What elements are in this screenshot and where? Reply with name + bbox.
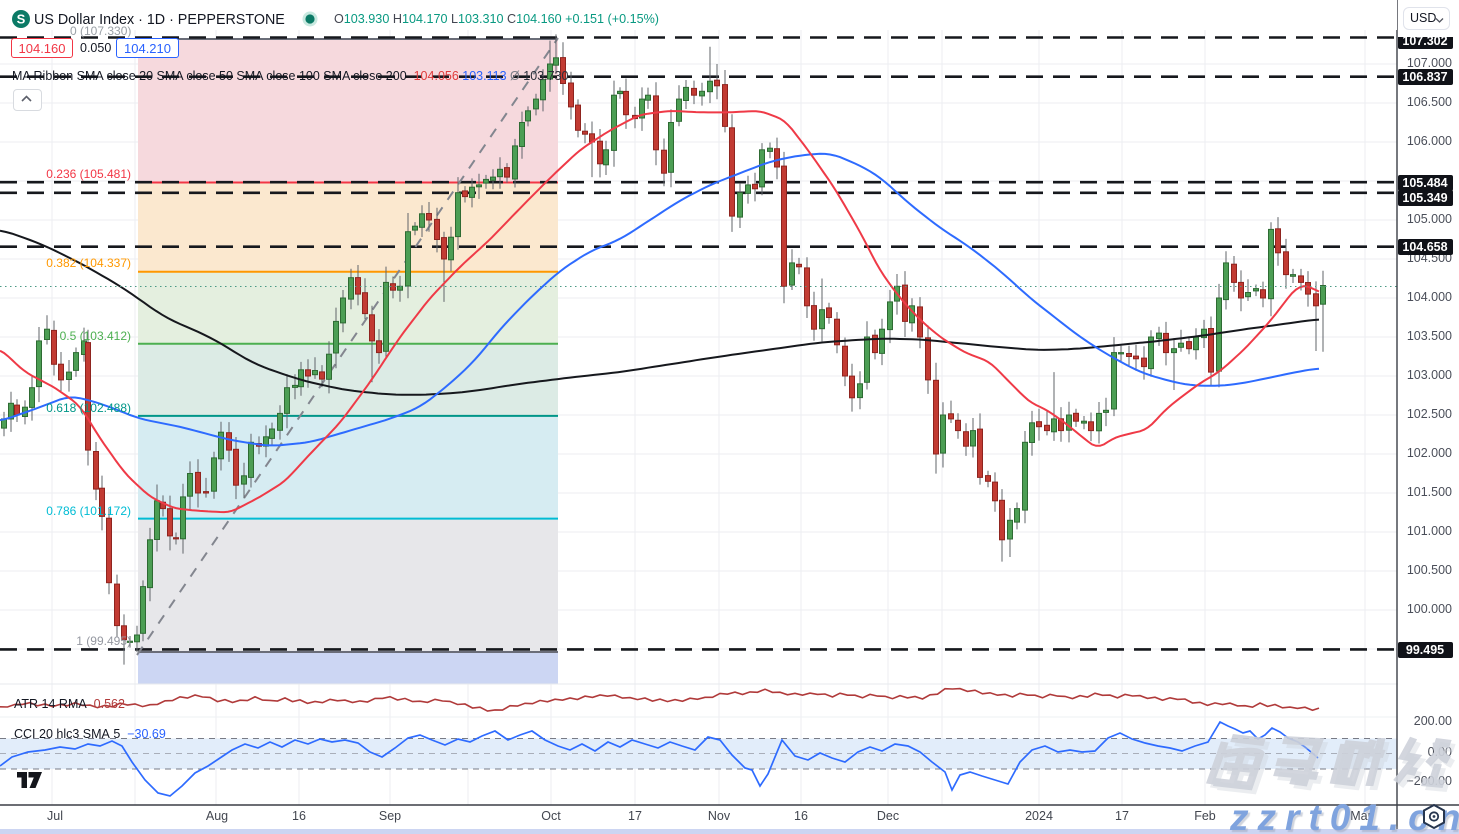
svg-text:S: S <box>17 12 26 27</box>
